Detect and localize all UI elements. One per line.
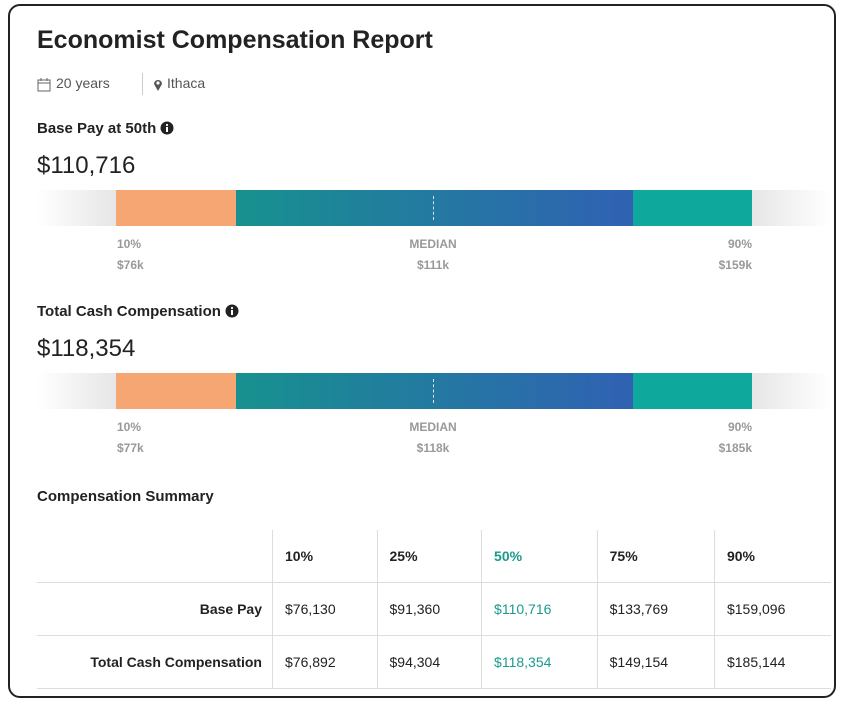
- bar-fade-right: [752, 373, 830, 409]
- median-line: [433, 196, 434, 220]
- cell: $185,144: [713, 635, 831, 689]
- cell: $76,130: [272, 582, 378, 636]
- median-line: [433, 379, 434, 403]
- column-header: 25%: [376, 530, 482, 583]
- column-header: 10%: [272, 530, 378, 583]
- marker-value: $77k: [117, 441, 144, 455]
- header-row: 10% 25% 50% 75% 90%: [37, 530, 831, 583]
- bar-high: [633, 190, 752, 226]
- marker-value: $118k: [416, 441, 450, 455]
- range-bar: [37, 190, 830, 226]
- bar-high: [633, 373, 752, 409]
- amount: $118,354: [37, 335, 136, 362]
- bar-low: [116, 190, 236, 226]
- cell: $133,769: [596, 582, 715, 636]
- marker-value: $159k: [718, 258, 752, 272]
- amount: $110,716: [37, 152, 136, 179]
- bar-mid: [236, 190, 633, 226]
- marker-pct: 90%: [727, 237, 752, 251]
- section-label: Base Pay at 50th: [37, 120, 174, 137]
- info-icon: [225, 304, 239, 318]
- bar-fade-right: [752, 190, 830, 226]
- range-bar: [37, 373, 830, 409]
- bar-low: [116, 373, 236, 409]
- meta-years: 20 years: [56, 75, 110, 91]
- cell: $91,360: [376, 582, 482, 636]
- pin-icon: [154, 80, 162, 91]
- marker-pct: 90%: [727, 420, 752, 434]
- data-row: Total Cash Compensation $76,892 $94,304 $11…: [37, 635, 831, 689]
- divider: [142, 73, 143, 95]
- row-label: Base Pay: [37, 582, 273, 636]
- calendar-icon: [37, 78, 51, 92]
- column-header: 50%: [481, 530, 598, 583]
- title: Economist Compensation Report: [37, 26, 433, 54]
- cell: $76,892: [272, 635, 378, 689]
- bar-mid: [236, 373, 633, 409]
- corner-cell: [37, 530, 273, 583]
- row-label: Total Cash Compensation: [37, 635, 273, 689]
- marker-pct: 10%: [117, 237, 142, 251]
- marker-value: $111k: [416, 258, 450, 272]
- cell: $110,716: [481, 582, 598, 636]
- marker-value: $76k: [117, 258, 144, 272]
- section-label: Total Cash Compensation: [37, 303, 239, 320]
- cell: $94,304: [376, 635, 482, 689]
- meta-location: Ithaca: [167, 75, 206, 91]
- column-header: 90%: [713, 530, 831, 583]
- cell: $118,354: [481, 635, 598, 689]
- card: [8, 4, 836, 698]
- summary-title: Compensation Summary: [37, 488, 214, 505]
- cell: $149,154: [596, 635, 715, 689]
- marker-value: $185k: [718, 441, 752, 455]
- bar-fade-left: [37, 190, 116, 226]
- data-row: Base Pay $76,130 $91,360 $110,716 $133,769 $1…: [37, 582, 831, 636]
- summary-table: 10% 25% 50% 75% 90% Base Pay $76,130 $91,360 $11…: [37, 530, 831, 689]
- info-icon: [160, 121, 174, 135]
- bar-fade-left: [37, 373, 116, 409]
- marker-pct: MEDIAN: [409, 420, 457, 434]
- column-header: 75%: [596, 530, 715, 583]
- marker-pct: 10%: [117, 420, 142, 434]
- marker-pct: MEDIAN: [409, 237, 457, 251]
- cell: $159,096: [713, 582, 831, 636]
